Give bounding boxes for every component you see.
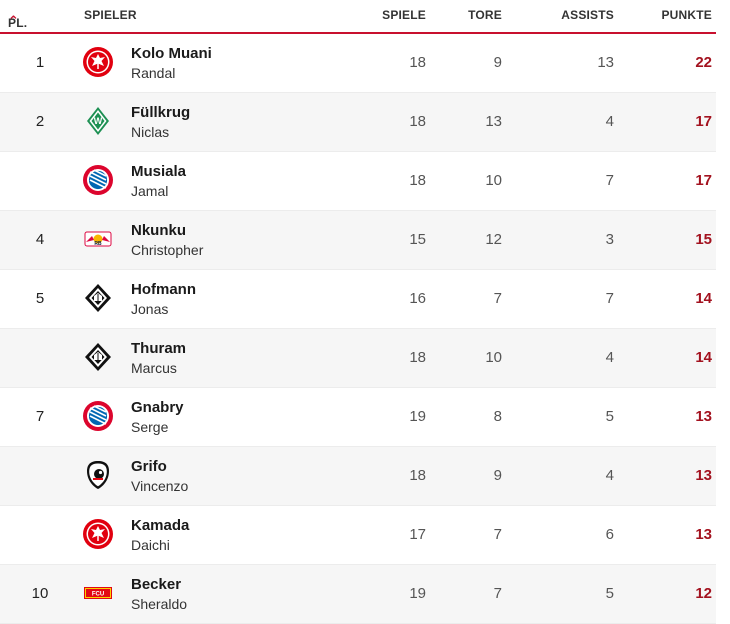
row-position: 2: [35, 113, 45, 130]
table-row[interactable]: Grifo Vincenzo 18 9 4 13: [0, 447, 716, 506]
player-last-name[interactable]: Musiala: [131, 163, 187, 180]
player-last-name[interactable]: Hofmann: [131, 281, 196, 298]
row-spiele: 15: [409, 231, 426, 248]
header-pl: PL.: [8, 16, 28, 30]
rb-leipzig-logo: RB: [82, 223, 114, 255]
row-spiele: 18: [409, 54, 426, 71]
player-first-name: Randal: [131, 65, 176, 81]
row-position: 7: [35, 408, 45, 425]
row-assists: 13: [597, 54, 614, 71]
table-row[interactable]: Kamada Daichi 17 7 6 13: [0, 506, 716, 565]
player-last-name[interactable]: Nkunku: [131, 222, 187, 239]
table-row[interactable]: 10 FCU Becker Sheraldo 19 7 5 12: [0, 565, 716, 624]
row-tore: 9: [493, 54, 502, 71]
row-tore: 7: [493, 526, 502, 543]
row-punkte: 13: [695, 408, 712, 425]
table-row[interactable]: Musiala Jamal 18 10 7 17: [0, 152, 716, 211]
eintracht-frankfurt-logo: [82, 518, 114, 550]
sc-freiburg-logo: [82, 459, 114, 491]
player-first-name: Christopher: [131, 242, 204, 258]
eintracht-frankfurt-logo: [82, 46, 114, 78]
row-punkte: 22: [695, 54, 712, 71]
row-punkte: 13: [695, 526, 712, 543]
table-row[interactable]: 7 Gnabry Serge 19 8 5 13: [0, 388, 716, 447]
player-last-name[interactable]: Kolo Muani: [131, 45, 212, 62]
svg-text:W: W: [94, 116, 103, 126]
player-first-name: Niclas: [131, 124, 170, 140]
row-spiele: 18: [409, 467, 426, 484]
row-assists: 5: [605, 408, 614, 425]
row-punkte: 15: [695, 231, 712, 248]
table-row[interactable]: 1 Kolo Muani Randal 18 9 13 22: [0, 34, 716, 93]
table-row[interactable]: 5 Hofmann Jonas 16 7 7 14: [0, 270, 716, 329]
row-punkte: 12: [695, 585, 712, 602]
row-assists: 6: [605, 526, 614, 543]
svg-text:RB: RB: [94, 241, 102, 247]
row-tore: 10: [485, 172, 502, 189]
player-first-name: Jonas: [131, 301, 169, 317]
player-first-name: Serge: [131, 419, 169, 435]
player-last-name[interactable]: Thuram: [131, 340, 187, 357]
row-spiele: 19: [409, 585, 426, 602]
row-spiele: 18: [409, 113, 426, 130]
row-assists: 4: [605, 467, 614, 484]
row-tore: 10: [485, 349, 502, 366]
row-position: 1: [35, 54, 45, 71]
row-tore: 9: [493, 467, 502, 484]
player-last-name[interactable]: Becker: [131, 576, 182, 593]
row-tore: 13: [485, 113, 502, 130]
row-assists: 3: [605, 231, 614, 248]
row-assists: 4: [605, 349, 614, 366]
row-tore: 8: [493, 408, 502, 425]
row-punkte: 13: [695, 467, 712, 484]
row-assists: 7: [605, 290, 614, 307]
row-spiele: 16: [409, 290, 426, 307]
row-tore: 7: [493, 585, 502, 602]
row-assists: 4: [605, 113, 614, 130]
row-spiele: 18: [409, 349, 426, 366]
row-position: 5: [35, 290, 45, 307]
row-tore: 7: [493, 290, 502, 307]
player-first-name: Vincenzo: [131, 478, 189, 494]
werder-bremen-logo: W: [82, 105, 114, 137]
bayern-muenchen-logo: [82, 400, 114, 432]
player-last-name[interactable]: Gnabry: [131, 399, 184, 416]
player-last-name[interactable]: Füllkrug: [131, 104, 191, 121]
bayern-muenchen-logo: [82, 164, 114, 196]
row-position: 10: [31, 585, 49, 602]
header-spieler[interactable]: SPIELER: [84, 8, 137, 22]
row-punkte: 17: [695, 113, 712, 130]
player-first-name: Daichi: [131, 537, 170, 553]
gladbach-logo: [82, 341, 114, 373]
union-berlin-logo: FCU: [82, 577, 114, 609]
player-first-name: Jamal: [131, 183, 169, 199]
row-assists: 5: [605, 585, 614, 602]
row-spiele: 17: [409, 526, 426, 543]
table-row[interactable]: 2 W Füllkrug Niclas 18 13 4 17: [0, 93, 716, 152]
chevron-up-icon: ⌃: [8, 13, 20, 28]
table-body: 1 Kolo Muani Randal 18 9 13 22 2 W Füllk…: [0, 34, 716, 624]
player-last-name[interactable]: Kamada: [131, 517, 190, 534]
header-assists[interactable]: ASSISTS: [561, 8, 614, 22]
svg-text:FCU: FCU: [92, 592, 104, 598]
header-punkte[interactable]: PUNKTE: [661, 8, 712, 22]
row-spiele: 19: [409, 408, 426, 425]
row-assists: 7: [605, 172, 614, 189]
row-punkte: 14: [695, 349, 712, 366]
row-punkte: 14: [695, 290, 712, 307]
player-last-name[interactable]: Grifo: [131, 458, 167, 475]
header-tore[interactable]: TORE: [468, 8, 502, 22]
table-row[interactable]: Thuram Marcus 18 10 4 14: [0, 329, 716, 388]
player-first-name: Marcus: [131, 360, 177, 376]
row-spiele: 18: [409, 172, 426, 189]
gladbach-logo: [82, 282, 114, 314]
row-tore: 12: [485, 231, 502, 248]
row-punkte: 17: [695, 172, 712, 189]
header-spiele[interactable]: SPIELE: [382, 8, 426, 22]
player-first-name: Sheraldo: [131, 596, 188, 612]
table-header: PL. ⌃ SPIELER SPIELE TORE ASSISTS PUNKTE: [0, 0, 716, 34]
table-row[interactable]: 4 RB Nkunku Christopher 15 12 3 15: [0, 211, 716, 270]
row-position: 4: [35, 231, 45, 248]
